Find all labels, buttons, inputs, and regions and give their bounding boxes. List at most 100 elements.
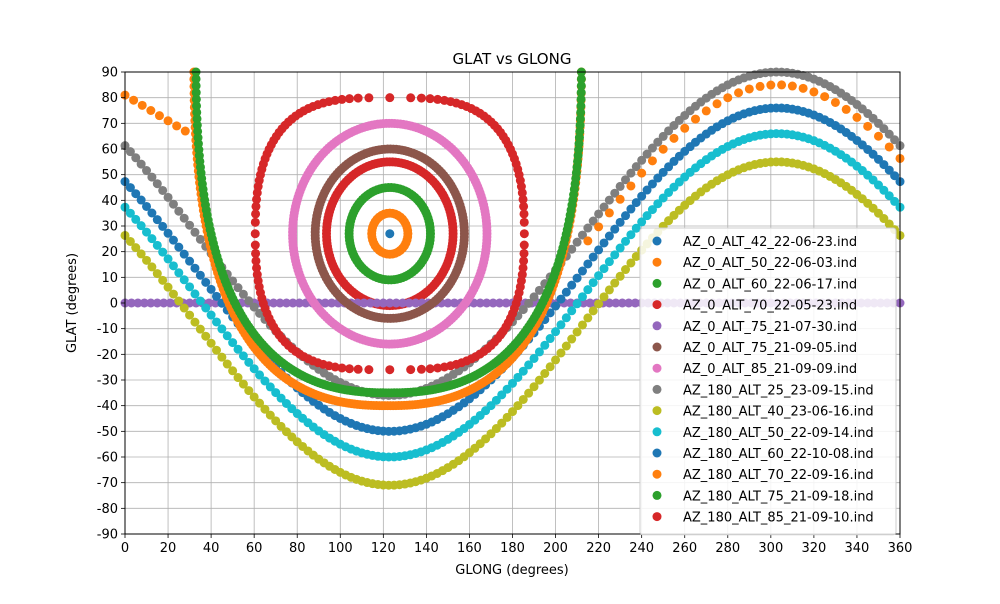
data-point	[604, 298, 614, 308]
data-point	[206, 284, 216, 294]
data-point	[513, 372, 523, 382]
data-point	[191, 81, 201, 91]
data-point	[611, 298, 621, 308]
data-point	[524, 298, 534, 308]
data-point	[168, 289, 178, 299]
data-point	[631, 162, 641, 172]
data-point	[863, 121, 873, 131]
data-point	[621, 236, 631, 246]
data-point	[501, 298, 511, 308]
data-point	[228, 366, 238, 376]
data-point	[185, 256, 195, 266]
data-point	[359, 298, 369, 308]
data-point	[884, 165, 894, 175]
data-point	[626, 181, 636, 191]
data-point	[495, 298, 505, 308]
legend-marker	[652, 512, 662, 522]
axis-ticks: 0 20 40 60 80 100 120 140 160 180 200 220 240 260 280 3…	[97, 66, 913, 557]
data-point	[658, 131, 668, 141]
data-point	[890, 196, 900, 206]
x-tick-label: 100	[328, 541, 353, 556]
data-point	[191, 74, 201, 84]
data-point	[820, 92, 830, 102]
data-point	[621, 175, 631, 185]
data-point	[416, 364, 426, 374]
data-point	[594, 222, 604, 232]
data-point	[190, 227, 200, 237]
data-point	[152, 269, 162, 279]
data-point	[249, 392, 259, 402]
data-point	[890, 171, 900, 181]
data-point	[575, 120, 585, 130]
data-point	[561, 313, 571, 323]
x-tick-label: 140	[414, 541, 439, 556]
data-point	[265, 382, 275, 392]
legend-marker	[652, 342, 662, 352]
data-point	[250, 229, 260, 239]
data-point	[884, 129, 894, 139]
data-point	[129, 95, 139, 105]
series-8	[120, 157, 905, 490]
data-point	[228, 338, 238, 348]
data-point	[734, 88, 744, 98]
data-point	[294, 298, 304, 308]
data-point	[191, 94, 201, 104]
data-point	[195, 324, 205, 334]
data-point	[222, 331, 232, 341]
data-point	[556, 320, 566, 330]
x-axis-label: GLONG (degrees)	[455, 563, 569, 578]
data-point	[179, 249, 189, 259]
y-tick-label: 50	[101, 168, 118, 183]
data-point	[561, 341, 571, 351]
data-point	[238, 351, 248, 361]
data-point	[540, 369, 550, 379]
data-point	[131, 243, 141, 253]
data-point	[594, 271, 604, 281]
y-tick-label: -40	[97, 399, 118, 414]
data-point	[158, 221, 168, 231]
data-point	[372, 298, 382, 308]
y-tick-label: -20	[97, 348, 118, 363]
data-point	[179, 303, 189, 313]
data-point	[211, 345, 221, 355]
legend-marker	[652, 490, 662, 500]
data-point	[624, 298, 634, 308]
data-point	[385, 365, 395, 375]
data-point	[637, 168, 647, 178]
data-point	[621, 265, 631, 275]
x-tick-label: 240	[629, 541, 654, 556]
data-point	[250, 240, 260, 250]
data-point	[192, 101, 202, 111]
data-point	[637, 155, 647, 165]
x-tick-label: 80	[289, 541, 306, 556]
data-point	[513, 401, 523, 411]
data-point	[238, 289, 248, 299]
data-point	[190, 263, 200, 273]
data-point	[147, 172, 157, 182]
data-point	[626, 230, 636, 240]
data-point	[615, 181, 625, 191]
data-point	[615, 217, 625, 227]
x-tick-label: 320	[801, 541, 826, 556]
data-point	[344, 364, 354, 374]
data-point	[567, 306, 577, 316]
data-point	[642, 185, 652, 195]
data-point	[551, 355, 561, 365]
data-point	[626, 258, 636, 268]
data-point	[406, 365, 416, 375]
data-point	[211, 317, 221, 327]
data-point	[136, 195, 146, 205]
data-point	[631, 251, 641, 261]
data-point	[425, 364, 435, 374]
data-point	[610, 224, 620, 234]
data-point	[594, 245, 604, 255]
data-point	[147, 262, 157, 272]
data-point	[631, 223, 641, 233]
data-point	[174, 268, 184, 278]
data-point	[269, 298, 279, 308]
data-point	[439, 95, 449, 105]
y-tick-label: 0	[110, 297, 118, 312]
data-point	[142, 255, 152, 265]
x-tick-label: 360	[888, 541, 913, 556]
data-point	[841, 104, 851, 114]
